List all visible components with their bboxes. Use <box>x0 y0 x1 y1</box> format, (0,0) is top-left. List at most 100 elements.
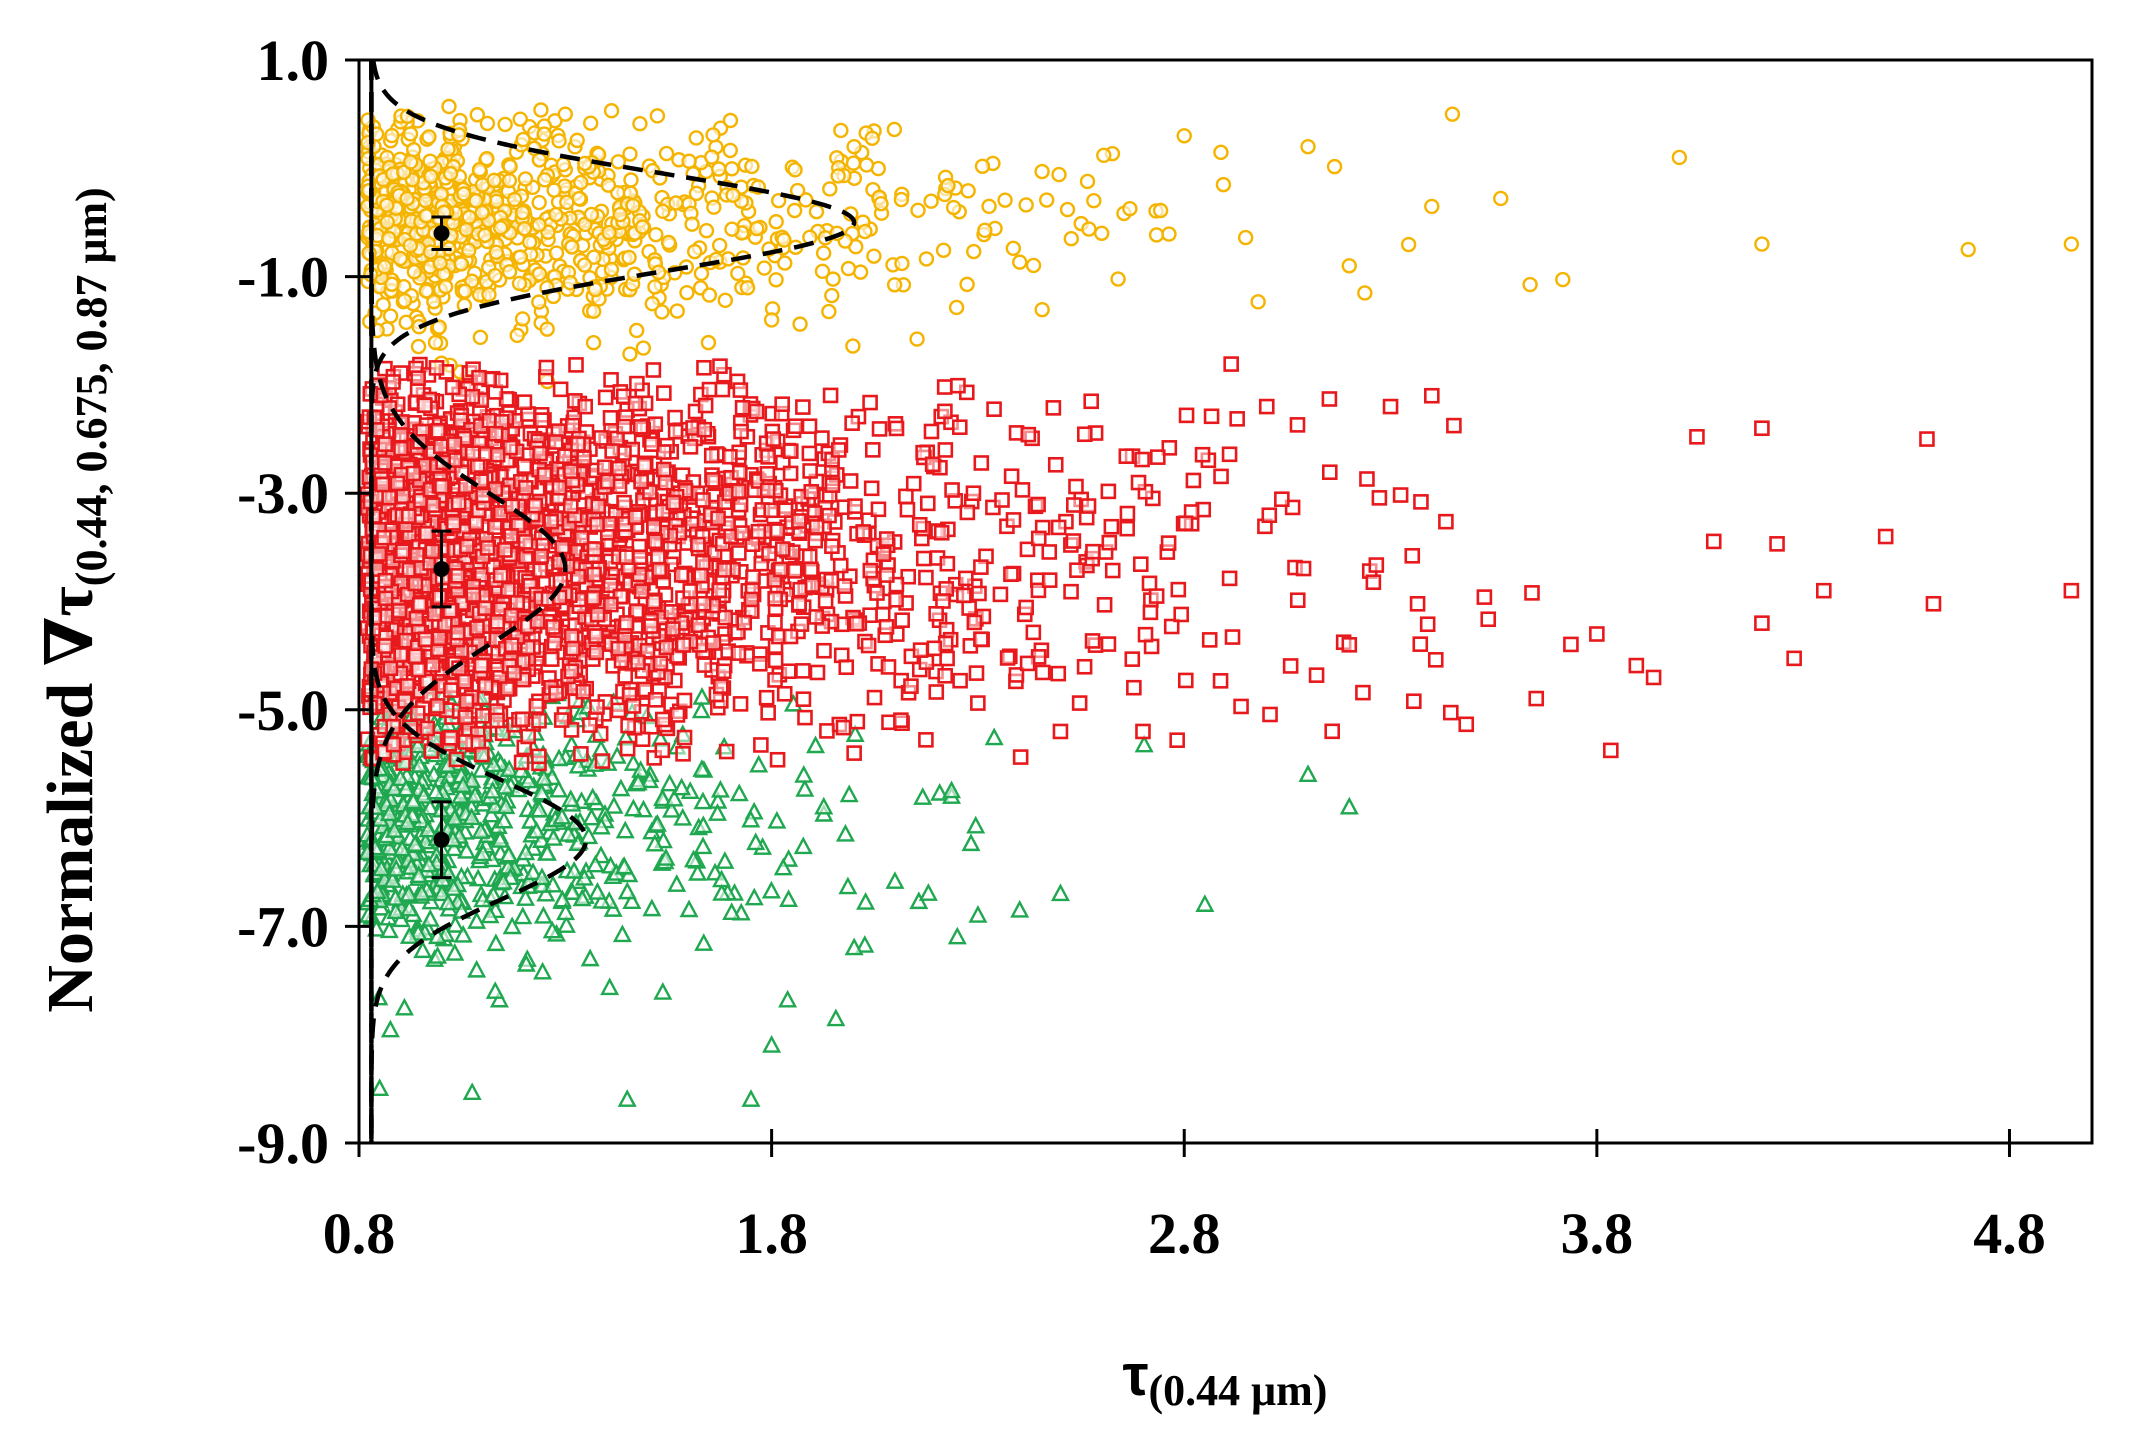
square-point <box>545 619 561 635</box>
square-point <box>745 569 761 585</box>
circle-point <box>722 112 739 129</box>
square-point <box>620 717 636 734</box>
triangle-point <box>712 869 732 888</box>
square-point <box>619 740 636 757</box>
triangle-point <box>399 898 419 917</box>
x-axis-label-sub: (0.44 μm) <box>1148 1366 1327 1415</box>
circle-point <box>824 287 840 304</box>
square-point <box>429 698 446 714</box>
square-point <box>795 691 812 707</box>
circle-point <box>573 174 589 191</box>
square-point <box>951 419 968 435</box>
square-point <box>1258 398 1275 415</box>
square-point <box>1295 560 1312 577</box>
circle-point <box>822 181 838 197</box>
square-point <box>503 528 519 544</box>
circle-point <box>601 224 617 241</box>
circle-point <box>686 243 703 260</box>
circle-point <box>658 145 675 162</box>
triangle-point <box>656 848 676 866</box>
circle-point <box>648 226 664 243</box>
square-point <box>1480 611 1497 628</box>
square-point <box>557 448 573 465</box>
square-point <box>655 461 672 478</box>
square-point <box>548 685 564 702</box>
square-point <box>1018 599 1034 616</box>
circle-point <box>688 185 705 202</box>
circle-point <box>481 286 497 303</box>
triangle-point <box>913 787 933 805</box>
triangle-point <box>622 891 642 909</box>
circle-point <box>857 223 873 240</box>
square-point <box>888 420 905 437</box>
triangle-point <box>371 858 391 877</box>
square-point <box>506 665 522 681</box>
square-point <box>823 572 840 589</box>
square-point <box>782 465 799 482</box>
triangle-point <box>399 926 419 944</box>
circle-point <box>577 155 593 172</box>
triangle-point <box>839 784 859 803</box>
square-point <box>1382 398 1399 415</box>
square-point <box>905 475 922 492</box>
square-point <box>1069 562 1085 578</box>
triangle-point <box>533 905 553 924</box>
circle-point <box>571 190 587 207</box>
circle-point <box>705 127 721 143</box>
circle-point <box>1250 294 1266 310</box>
square-point <box>477 677 494 694</box>
square-point <box>408 610 425 627</box>
square-point <box>968 665 985 681</box>
circle-point <box>974 158 991 174</box>
square-point <box>1083 393 1099 410</box>
circle-point <box>660 234 677 251</box>
triangle-point <box>481 804 501 823</box>
square-point <box>952 672 968 689</box>
square-point <box>1063 583 1079 600</box>
square-point <box>1224 629 1241 645</box>
square-point <box>645 362 662 378</box>
triangle-point <box>453 775 473 793</box>
square-point <box>411 596 428 613</box>
square-point <box>928 606 944 622</box>
circle-point <box>698 222 715 239</box>
triangle-point <box>729 783 749 802</box>
circle-point <box>469 107 486 123</box>
square-point <box>445 515 462 531</box>
square-point <box>822 387 839 404</box>
square-point <box>656 385 672 401</box>
circle-point <box>1081 221 1097 237</box>
triangle-point <box>592 890 612 909</box>
square-point <box>836 578 853 594</box>
square-point <box>734 399 751 416</box>
triangle-point <box>385 887 405 906</box>
circle-point <box>440 141 456 157</box>
circle-point <box>1960 241 1976 258</box>
square-point <box>603 596 619 613</box>
square-point <box>546 635 563 651</box>
circle-point <box>1094 225 1110 241</box>
square-point <box>944 482 960 498</box>
square-point <box>1645 669 1662 686</box>
square-point <box>667 409 683 426</box>
square-point <box>802 463 818 479</box>
square-point <box>457 734 474 750</box>
square-point <box>718 743 735 760</box>
square-point <box>418 525 435 542</box>
square-point <box>732 464 748 481</box>
square-point <box>880 659 897 675</box>
circle-point <box>1300 138 1316 155</box>
square-point <box>695 595 712 612</box>
square-point <box>552 381 569 398</box>
circle-point <box>886 121 903 138</box>
square-point <box>391 603 408 619</box>
triangle-point <box>673 807 693 826</box>
square-point <box>774 541 791 557</box>
square-point <box>959 504 976 521</box>
circle-point <box>1122 201 1138 217</box>
square-point <box>759 482 776 499</box>
circle-point <box>749 220 765 237</box>
square-point <box>417 631 434 648</box>
circle-point <box>777 255 793 271</box>
square-point <box>1815 582 1832 599</box>
